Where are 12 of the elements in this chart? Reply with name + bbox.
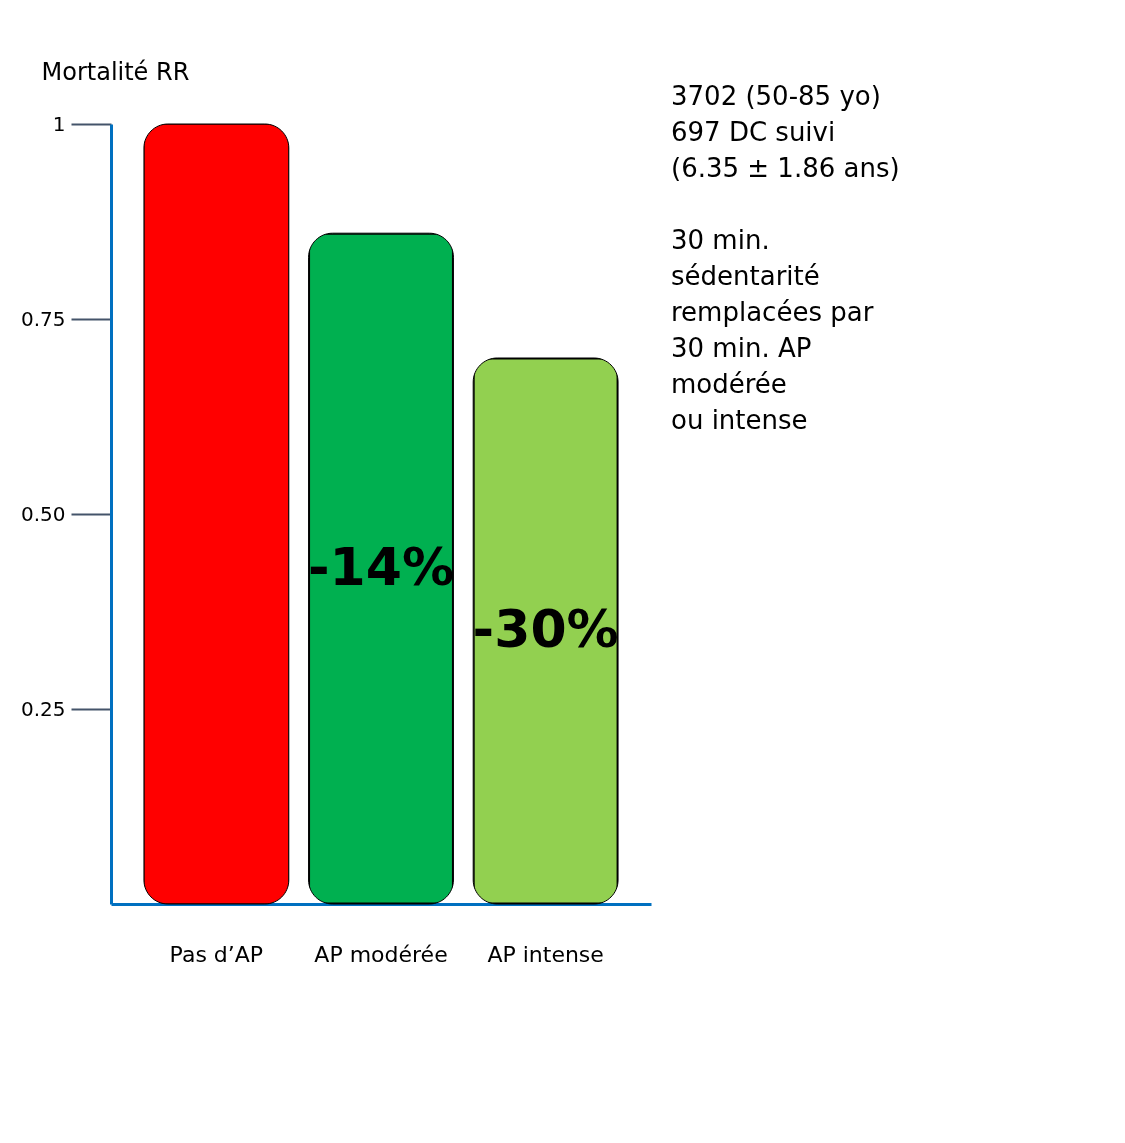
x-tick-label: Pas d’AP (169, 941, 264, 967)
y-tick-label: 0.25 (20, 696, 66, 721)
y-tick-label: 1 (52, 111, 66, 136)
y-tick-label: 0.50 (20, 501, 66, 526)
x-tick-label: AP intense (487, 941, 604, 967)
text: 3702 (50-85 yo) 697 DC suivi (6.35 ± 1.86 ans) (671, 81, 900, 183)
text: 30 min. sédentarité remplacées par 30 min. AP modérée ou intense (671, 225, 874, 435)
y-axis-title: Mortalité RR (41, 57, 190, 86)
annotation: -14% (307, 536, 455, 597)
y-tick-label: 0.75 (20, 306, 66, 331)
annotation: -30% (472, 599, 619, 659)
x-tick-label: AP modérée (314, 941, 448, 967)
